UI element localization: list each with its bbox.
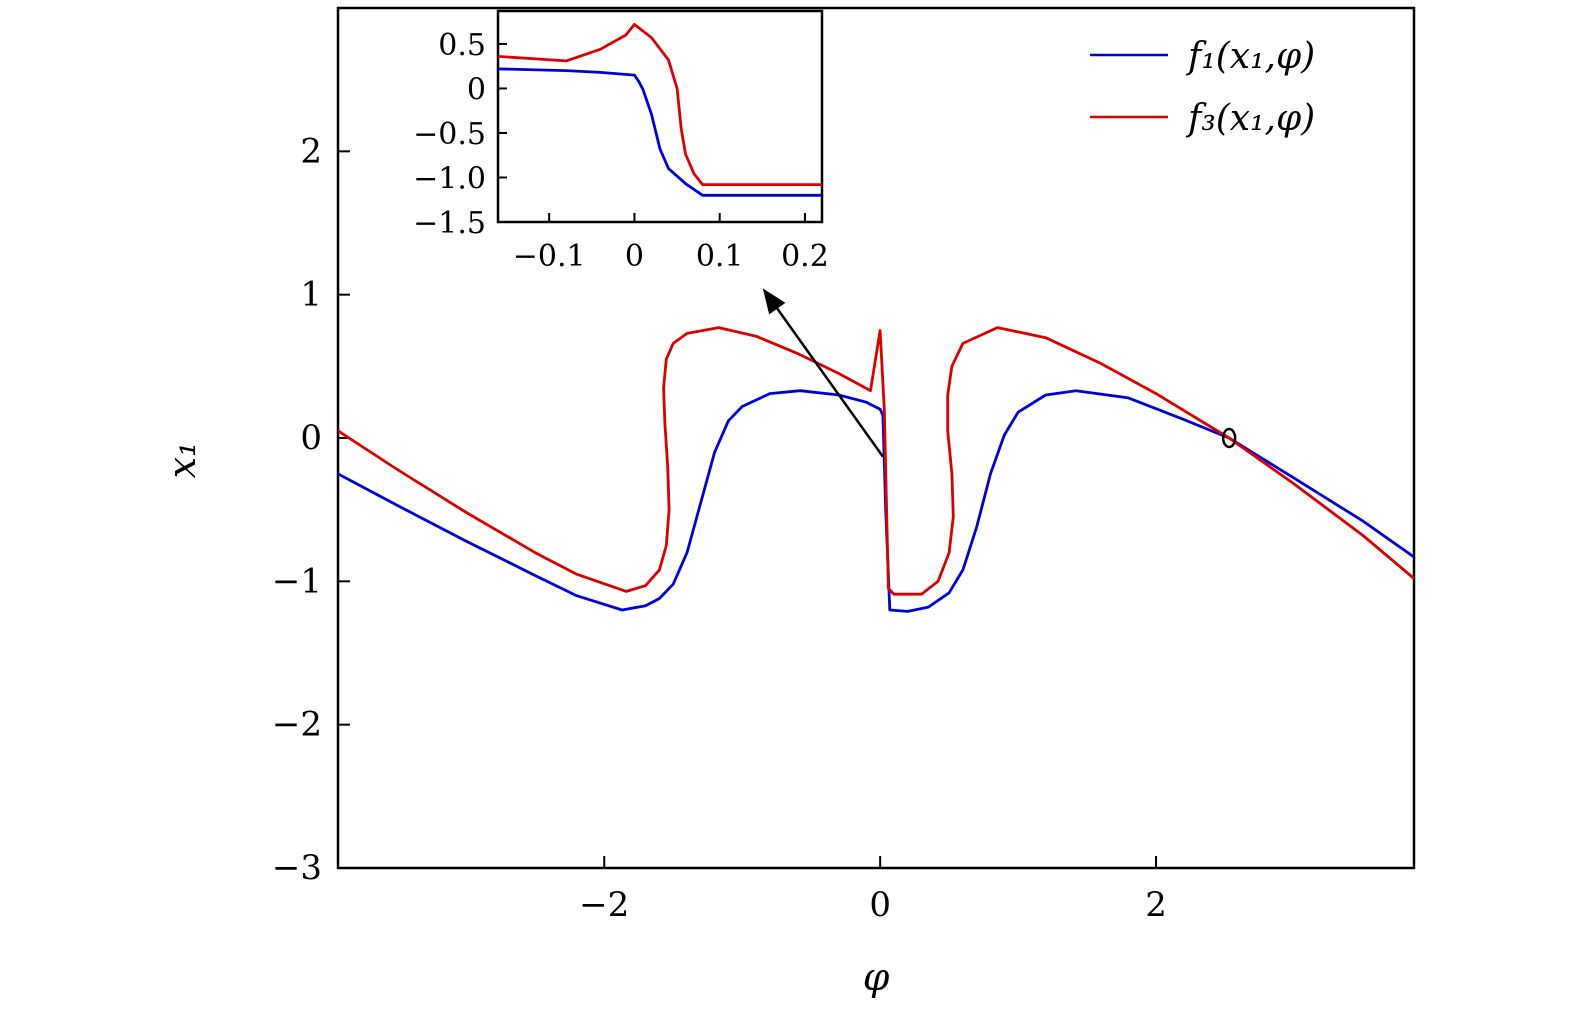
- y-tick-label: −1.0: [413, 161, 486, 196]
- y-tick-label: 2: [300, 131, 322, 171]
- series-group: [338, 326, 1414, 613]
- x-tick-label: 0.1: [696, 239, 744, 274]
- arrow-annotation: [762, 288, 884, 458]
- y-tick-label: 0.5: [438, 28, 486, 63]
- x-tick-label: 0.2: [781, 239, 829, 274]
- y-tick-label: 1: [300, 275, 322, 315]
- legend: f₁(x₁,φ) f₃(x₁,φ): [1090, 36, 1315, 139]
- series-group: [498, 22, 822, 197]
- series-line-f1: [498, 67, 822, 197]
- legend-label-f1: f₁(x₁,φ): [1185, 36, 1315, 77]
- x-axis-label: φ: [863, 955, 890, 999]
- y-tick-label: 0: [467, 72, 486, 107]
- circle-marker: [1221, 427, 1237, 449]
- x-tick-label: −0.1: [513, 239, 586, 274]
- series-line-f1: [338, 389, 1414, 613]
- y-axis-label: x₁: [160, 442, 204, 479]
- y-tick-label: −2: [272, 705, 322, 745]
- x-tick-label: −2: [579, 885, 629, 925]
- y-tick-label: 0: [300, 418, 322, 458]
- series-line-f3: [338, 326, 1414, 596]
- x-tick-label: 0: [625, 239, 644, 274]
- y-tick-label: −1.5: [413, 206, 486, 241]
- y-tick-label: −1: [272, 561, 322, 601]
- legend-label-f3: f₃(x₁,φ): [1185, 98, 1315, 139]
- x-tick-label: 0: [869, 885, 891, 925]
- plot-frame: [496, 9, 824, 224]
- y-tick-label: −3: [272, 848, 322, 888]
- x-tick-label: 2: [1145, 885, 1167, 925]
- y-tick-label: −0.5: [413, 117, 486, 152]
- series-line-f3: [498, 22, 822, 187]
- inset-plot: −0.1 0 0.1 0.2 0.5 0 −0.5 −1.0 −1.5: [413, 9, 829, 274]
